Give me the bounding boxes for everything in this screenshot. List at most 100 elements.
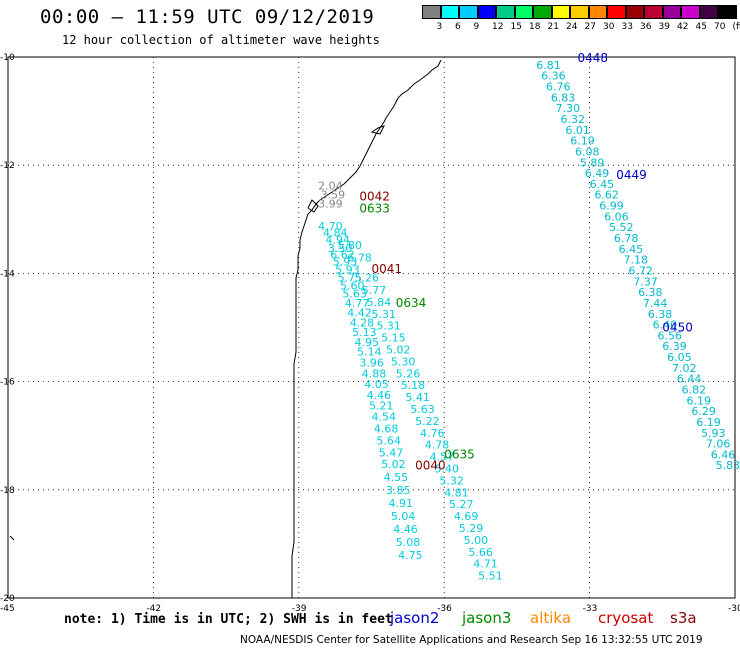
wave-height-value: 6.62 [330, 248, 355, 261]
color-scale-label: 24 [566, 22, 578, 32]
color-scale-label: 30 [603, 22, 615, 32]
wave-height-value: 3.99 [318, 197, 343, 210]
wave-height-value: 6.32 [561, 113, 586, 126]
wave-height-value: 5.51 [478, 570, 503, 583]
wave-height-value: 5.93 [335, 263, 360, 276]
wave-height-value: 6.78 [347, 251, 372, 264]
wave-height-value: 6.45 [619, 243, 644, 256]
map-title: 00:00 – 11:59 UTC 09/12/2019 [40, 6, 375, 28]
satellite-legend-item: altika [530, 609, 572, 627]
coast-island [370, 125, 385, 135]
wave-height-value: 4.76 [420, 427, 445, 440]
color-scale-label: 39 [658, 22, 670, 32]
wave-height-value: 5.15 [381, 332, 406, 345]
wave-height-value: 7.37 [633, 275, 658, 288]
x-tick-label: -42 [146, 604, 161, 614]
wave-height-value: 5.93 [333, 255, 358, 268]
color-scale-swatch [440, 5, 459, 19]
wave-height-value: 4.68 [374, 422, 399, 435]
wave-height-value: 6.49 [585, 167, 610, 180]
pass-label: 0633 [359, 201, 390, 215]
wave-height-value: 6.29 [691, 405, 716, 418]
wave-height-value: 5.93 [701, 427, 726, 440]
wave-height-value: 4.46 [393, 523, 418, 536]
wave-height-value: 5.30 [391, 355, 416, 368]
wave-height-value: 5.40 [435, 462, 460, 475]
color-scale-label: 42 [677, 22, 689, 32]
wave-height-value: 4.75 [398, 549, 423, 562]
wave-height-value: 6.19 [687, 394, 712, 407]
y-tick-label: -20 [0, 594, 15, 604]
wave-height-value: 7.30 [556, 102, 581, 115]
wave-height-value: 6.44 [677, 373, 702, 386]
wave-height-value: 4.57 [430, 451, 455, 464]
color-scale-label: 45 [695, 22, 707, 32]
color-scale-swatch [681, 5, 700, 19]
wave-height-value: 5.13 [352, 326, 377, 339]
color-scale-swatch [477, 5, 496, 19]
color-scale-label: 36 [640, 22, 652, 32]
color-scale-label: 12 [492, 22, 504, 32]
wave-height-value: 4.91 [388, 497, 413, 510]
pass-label: 0449 [616, 168, 647, 182]
pass-labels: 04480449045004004206330041063406350040 [359, 51, 692, 472]
color-scale-label: 70 [714, 22, 726, 32]
wave-height-value: 5.41 [405, 391, 430, 404]
wave-height-value: 6.38 [638, 286, 663, 299]
pass-label: 0042 [359, 190, 390, 204]
color-scale-swatch [625, 5, 644, 19]
wave-height-value: 5.02 [381, 458, 406, 471]
satellite-legend-item: jason2 [390, 609, 440, 627]
wave-height-value: 6.62 [594, 189, 619, 202]
wave-height-value: 6.01 [565, 124, 590, 137]
wave-height-value: 4.81 [444, 486, 469, 499]
wave-height-value: 5.08 [396, 536, 421, 549]
wave-height-value: 7.44 [643, 297, 668, 310]
axis-labels: -45 -42 -39 -36 -33 -30 -10 -12 -14 -16 -18 -20 [0, 53, 740, 614]
wave-height-value: 6.08 [575, 145, 600, 158]
color-scale-label: 9 [473, 22, 480, 32]
wave-height-value: 6.78 [614, 232, 639, 245]
wave-height-value: 5.18 [401, 379, 426, 392]
wave-height-value: 5.47 [379, 446, 404, 459]
wave-height-value: 6.45 [590, 178, 615, 191]
pass-label: 0634 [396, 296, 427, 310]
wave-height-value: 3.96 [359, 356, 384, 369]
wave-height-value: 6.19 [570, 135, 595, 148]
wave-height-value: 4.70 [318, 220, 343, 233]
y-tick-label: -14 [0, 269, 15, 279]
coast-fragment [9, 535, 15, 541]
wave-height-value: 5.84 [367, 296, 392, 309]
x-tick-label: -33 [583, 604, 598, 614]
color-scale-swatch [496, 5, 515, 19]
wave-height-value: 5.26 [355, 272, 380, 285]
wave-height-value: 4.05 [364, 378, 389, 391]
wave-height-value: 5.02 [386, 343, 411, 356]
color-scale-label: 27 [584, 22, 596, 32]
wave-height-value: 6.40 [653, 319, 678, 332]
wave-height-value: 5.64 [376, 434, 401, 447]
color-scale-label: 21 [547, 22, 559, 32]
wave-height-value: 2.04 [318, 180, 343, 193]
wave-height-value: 4.84 [323, 227, 348, 240]
wave-height-value: 4.46 [367, 389, 392, 402]
wave-height-value: 6.46 [711, 448, 736, 461]
wave-height-value: 6.06 [604, 210, 629, 223]
pass-label: 0041 [372, 262, 403, 276]
wave-height-value: 5.32 [439, 474, 464, 487]
color-scale-swatch [607, 5, 626, 19]
pass-label: 0448 [577, 51, 608, 65]
wave-height-value: 7.02 [672, 362, 697, 375]
pass-label: 0040 [415, 458, 446, 472]
x-tick-label: -36 [437, 604, 452, 614]
wave-height-value: 5.60 [340, 280, 365, 293]
wave-height-value: 5.83 [716, 459, 740, 472]
wave-height-value: 4.55 [384, 471, 409, 484]
wave-height-value: 4.69 [454, 510, 479, 523]
wave-height-value: 6.76 [546, 81, 571, 94]
satellite-legend-item: s3a [670, 609, 697, 627]
wave-height-value: 6.36 [541, 70, 566, 83]
graticule [8, 57, 735, 598]
wave-height-value: 5.29 [459, 522, 484, 535]
wave-height-value: 7.06 [706, 438, 731, 451]
